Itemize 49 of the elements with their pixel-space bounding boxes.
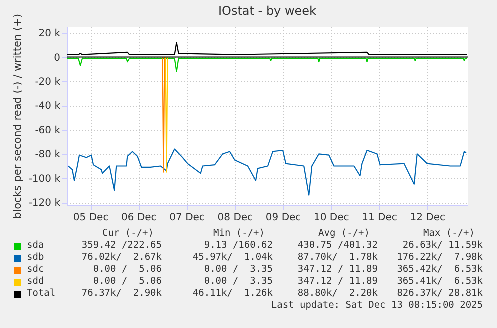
- text: 9.13 /160.62: [204, 240, 273, 252]
- y-tick-label: -40 k: [35, 101, 61, 112]
- x-tick-label: 12 Dec: [410, 212, 446, 224]
- text: 0.00 / 3.35: [204, 276, 273, 288]
- x-tick-label: 08 Dec: [218, 212, 254, 224]
- legend-label: sdd: [27, 276, 44, 288]
- text: Cur (-/+): [102, 228, 154, 240]
- text: 76.02k/ 2.67k: [82, 252, 162, 264]
- chart-title: IOstat - by week: [217, 4, 318, 18]
- legend-label: Total: [27, 288, 56, 300]
- y-tick-label: 20 k: [38, 28, 61, 40]
- y-tick-label: -100 k: [28, 174, 61, 185]
- text: 45.97k/ 1.04k: [192, 252, 273, 264]
- text: 826.37k/ 28.81k: [397, 288, 483, 300]
- text: Avg (-/+): [318, 228, 370, 240]
- text: 0.00 / 5.06: [93, 264, 162, 276]
- y-tick-label: 0: [54, 52, 60, 64]
- y-tick-label: -60 k: [35, 125, 61, 136]
- y-tick-label: -120 k: [28, 198, 61, 210]
- text: 365.41k/ 6.53k: [397, 276, 483, 288]
- text: 359.42 /222.65: [82, 240, 162, 252]
- text: 88.80k/ 2.20k: [298, 288, 378, 300]
- x-tick-label: 07 Dec: [170, 212, 205, 224]
- text: 0.00 / 3.35: [204, 264, 273, 276]
- text: 46.11k/ 1.26k: [192, 288, 273, 300]
- text: 76.37k/ 2.90k: [82, 288, 162, 300]
- text: Min (-/+): [214, 228, 265, 240]
- text: Last update: Sat Dec 13 08:15:00 2025: [271, 300, 483, 312]
- text: 347.12 / 11.89: [298, 264, 378, 276]
- x-tick-label: 09 Dec: [266, 212, 302, 224]
- text: Max (-/+): [424, 228, 475, 240]
- text: 347.12 / 11.89: [298, 276, 378, 288]
- text: 87.70k/ 1.78k: [298, 252, 378, 264]
- legend-label: sdc: [27, 264, 44, 276]
- text: 430.75 /401.32: [298, 240, 378, 252]
- legend-label: sda: [27, 240, 44, 252]
- x-tick-label: 10 Dec: [314, 212, 350, 224]
- x-tick-label: 11 Dec: [362, 212, 398, 224]
- x-tick-label: 05 Dec: [73, 212, 109, 224]
- text: 26.63k/ 11.59k: [402, 240, 483, 252]
- text: 176.22k/ 7.98k: [397, 252, 483, 264]
- y-tick-label: -20 k: [35, 76, 61, 88]
- text: 0.00 / 5.06: [93, 276, 162, 288]
- text: 365.42k/ 6.53k: [397, 264, 483, 276]
- legend-label: sdb: [27, 252, 44, 264]
- y-axis-title: blocks per second read (-) / written (+): [12, 14, 24, 219]
- line-series: [68, 148, 468, 196]
- x-tick-label: 06 Dec: [122, 212, 157, 224]
- y-tick-label: -80 k: [35, 150, 61, 161]
